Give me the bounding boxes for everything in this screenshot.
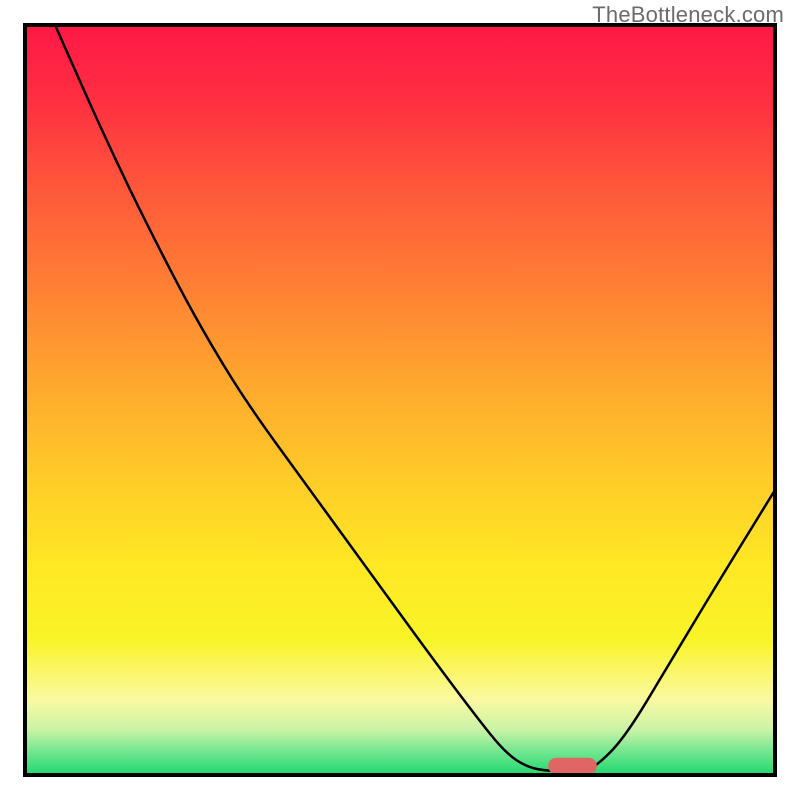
optimum-marker	[548, 758, 597, 775]
bottleneck-chart	[0, 0, 800, 800]
plot-background	[25, 25, 775, 775]
chart-wrapper: TheBottleneck.com	[0, 0, 800, 800]
watermark-text: TheBottleneck.com	[592, 2, 784, 28]
